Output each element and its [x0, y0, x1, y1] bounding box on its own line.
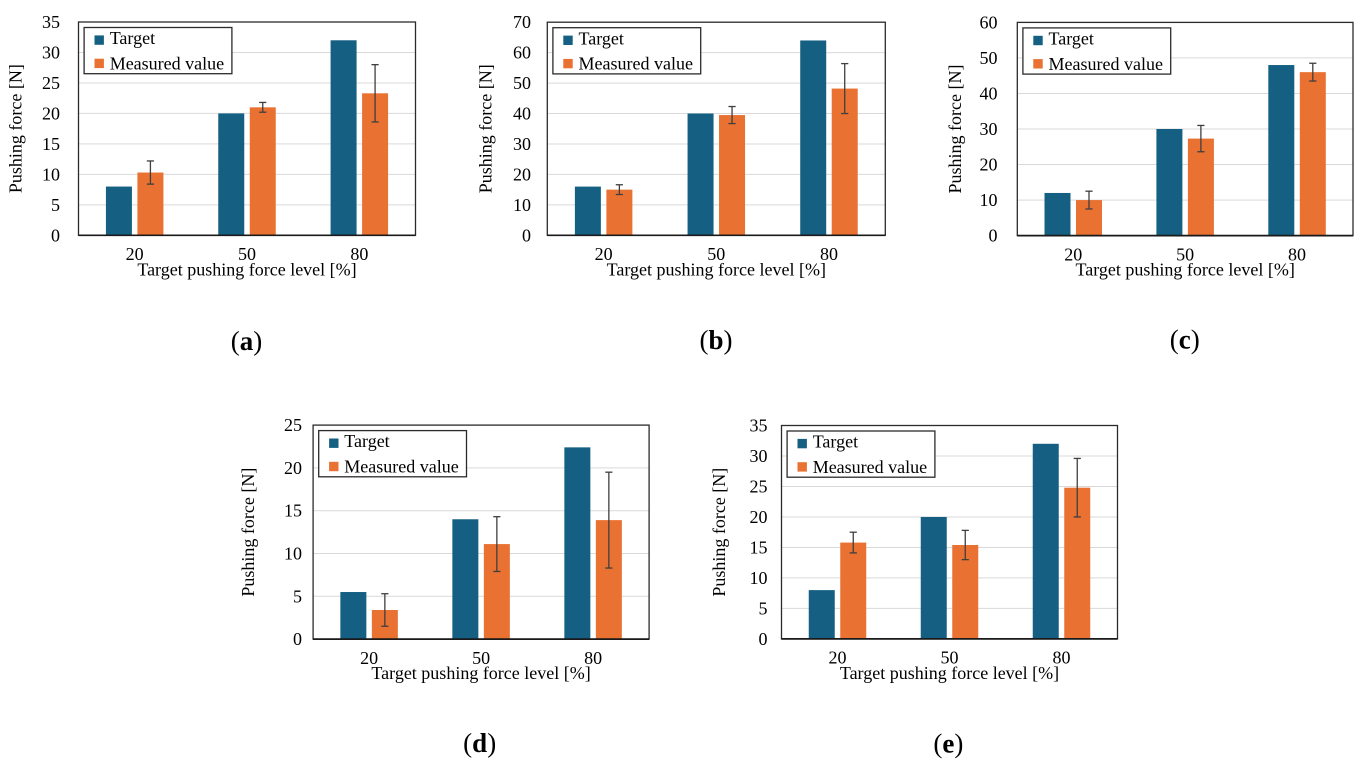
- svg-text:Target: Target: [579, 28, 624, 48]
- svg-text:50: 50: [238, 244, 256, 264]
- svg-text:(b): (b): [699, 325, 732, 355]
- svg-text:5: 5: [293, 586, 302, 606]
- svg-text:10: 10: [750, 568, 768, 588]
- svg-text:80: 80: [350, 244, 368, 264]
- svg-text:Measured value: Measured value: [110, 53, 224, 73]
- svg-text:Pushing force [N]: Pushing force [N]: [945, 65, 965, 194]
- svg-text:30: 30: [750, 446, 768, 466]
- svg-text:Target pushing force level [%]: Target pushing force level [%]: [607, 259, 826, 279]
- svg-text:Pushing force [N]: Pushing force [N]: [476, 64, 496, 193]
- svg-text:20: 20: [980, 155, 998, 175]
- svg-text:0: 0: [51, 225, 60, 245]
- svg-text:80: 80: [584, 648, 602, 668]
- svg-text:80: 80: [820, 244, 838, 264]
- svg-text:(d): (d): [463, 728, 496, 758]
- svg-text:Target: Target: [110, 28, 155, 48]
- svg-text:20: 20: [750, 507, 768, 527]
- svg-text:25: 25: [284, 415, 302, 435]
- svg-text:Measured value: Measured value: [344, 457, 458, 477]
- svg-text:10: 10: [980, 190, 998, 210]
- svg-text:15: 15: [284, 501, 302, 521]
- svg-text:Target pushing force level [%]: Target pushing force level [%]: [840, 663, 1059, 683]
- svg-text:30: 30: [42, 42, 60, 62]
- svg-text:Target: Target: [344, 431, 389, 451]
- svg-text:0: 0: [989, 226, 998, 246]
- svg-text:20: 20: [595, 244, 613, 264]
- svg-text:5: 5: [759, 598, 768, 618]
- svg-text:30: 30: [513, 134, 531, 154]
- svg-text:0: 0: [522, 225, 531, 245]
- svg-text:Target: Target: [813, 432, 858, 452]
- svg-text:50: 50: [941, 648, 959, 668]
- svg-text:Target pushing force level [%]: Target pushing force level [%]: [1075, 260, 1294, 280]
- svg-text:80: 80: [1288, 244, 1306, 264]
- svg-text:Pushing force [N]: Pushing force [N]: [238, 468, 258, 597]
- svg-text:50: 50: [513, 73, 531, 93]
- svg-text:20: 20: [1064, 244, 1082, 264]
- svg-text:Measured value: Measured value: [1049, 54, 1163, 74]
- svg-text:(e): (e): [933, 728, 963, 758]
- svg-text:Pushing force [N]: Pushing force [N]: [6, 64, 26, 193]
- svg-text:60: 60: [980, 12, 998, 32]
- svg-text:20: 20: [513, 164, 531, 184]
- svg-text:0: 0: [759, 629, 768, 649]
- svg-text:20: 20: [284, 458, 302, 478]
- svg-text:20: 20: [126, 244, 144, 264]
- svg-text:60: 60: [513, 43, 531, 63]
- svg-text:0: 0: [293, 629, 302, 649]
- svg-text:40: 40: [980, 83, 998, 103]
- svg-text:Measured value: Measured value: [579, 54, 693, 74]
- svg-text:35: 35: [750, 416, 768, 436]
- svg-text:20: 20: [42, 103, 60, 123]
- svg-text:Target pushing force level [%]: Target pushing force level [%]: [371, 663, 590, 683]
- svg-text:25: 25: [750, 476, 768, 496]
- svg-text:80: 80: [1053, 648, 1071, 668]
- svg-text:15: 15: [42, 134, 60, 154]
- svg-text:50: 50: [472, 648, 490, 668]
- svg-text:35: 35: [42, 12, 60, 32]
- svg-text:Target: Target: [1049, 29, 1094, 49]
- svg-text:50: 50: [707, 244, 725, 264]
- svg-text:Target pushing force level [%]: Target pushing force level [%]: [137, 259, 356, 279]
- svg-text:5: 5: [51, 195, 60, 215]
- svg-text:Pushing force [N]: Pushing force [N]: [709, 468, 729, 597]
- svg-text:25: 25: [42, 73, 60, 93]
- svg-text:10: 10: [42, 164, 60, 184]
- svg-text:30: 30: [980, 119, 998, 139]
- svg-text:(a): (a): [231, 326, 263, 356]
- svg-text:20: 20: [829, 648, 847, 668]
- svg-text:15: 15: [750, 537, 768, 557]
- svg-text:40: 40: [513, 104, 531, 124]
- svg-text:50: 50: [980, 48, 998, 68]
- svg-text:Measured value: Measured value: [813, 457, 927, 477]
- svg-text:20: 20: [360, 648, 378, 668]
- svg-text:10: 10: [513, 195, 531, 215]
- svg-text:70: 70: [513, 12, 531, 32]
- svg-text:(c): (c): [1170, 325, 1200, 355]
- svg-text:50: 50: [1176, 244, 1194, 264]
- svg-text:10: 10: [284, 544, 302, 564]
